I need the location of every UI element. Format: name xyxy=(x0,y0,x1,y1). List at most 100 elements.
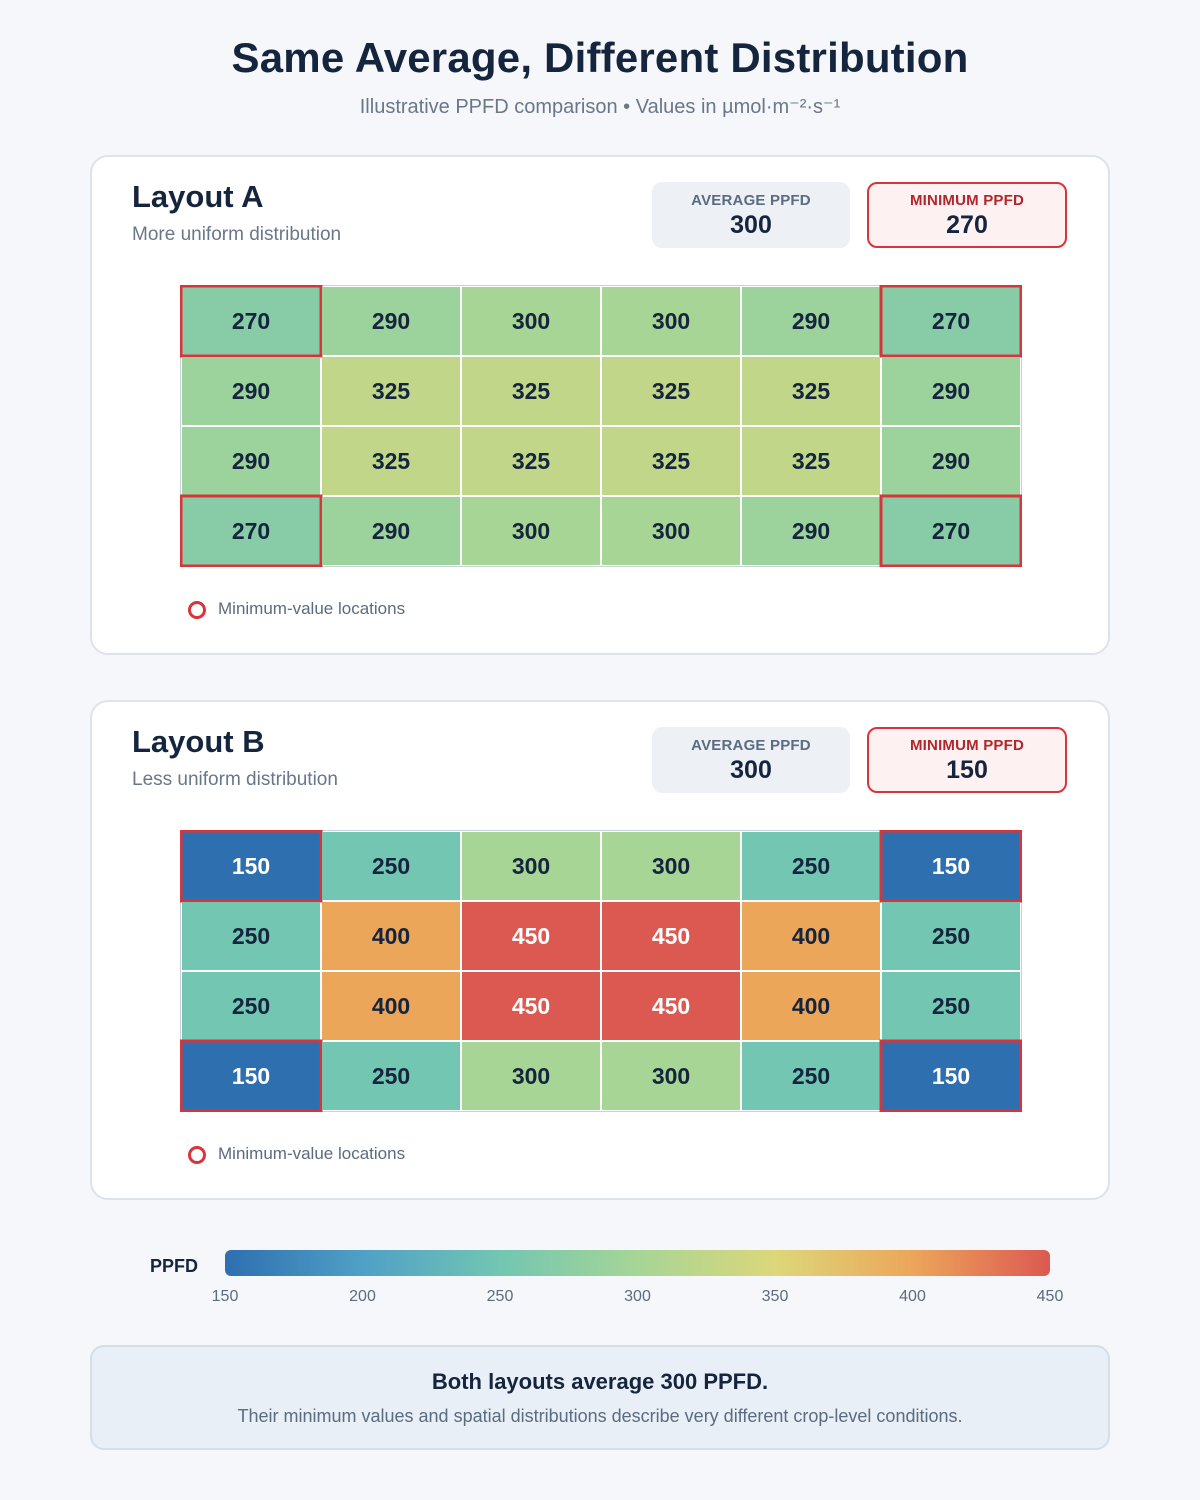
color-scale-tick: 400 xyxy=(899,1288,926,1305)
cell-value-label: 325 xyxy=(792,448,831,474)
page-subtitle: Illustrative PPFD comparison • Values in… xyxy=(359,96,841,118)
heatmap-cell xyxy=(462,287,600,355)
heatmap-cell xyxy=(882,972,1020,1040)
average-ppfd-value: 300 xyxy=(730,211,772,239)
heatmap-cell xyxy=(742,497,880,565)
cell-value-label: 325 xyxy=(792,378,831,404)
cell-value-label: 290 xyxy=(372,308,410,334)
minimum-cell-highlight xyxy=(180,1039,323,1112)
cell-value-label: 450 xyxy=(512,923,550,949)
cell-value-label: 400 xyxy=(792,923,830,949)
heatmap-cell xyxy=(322,497,460,565)
cell-value-label: 250 xyxy=(372,853,410,879)
minimum-cell-highlight xyxy=(180,494,323,567)
heatmap-cell xyxy=(322,1042,460,1110)
color-scale-tick: 200 xyxy=(349,1288,376,1305)
heatmap-cell xyxy=(182,497,320,565)
layout-b-minimum-stat: MINIMUM PPFD 150 xyxy=(867,727,1067,793)
cell-value-label: 300 xyxy=(652,518,690,544)
minimum-ppfd-label: MINIMUM PPFD xyxy=(909,737,1025,754)
heatmap-cell xyxy=(322,902,460,970)
heatmap-cell xyxy=(602,972,740,1040)
color-scale-bar xyxy=(225,1250,1050,1276)
heatmap-cell xyxy=(322,832,460,900)
color-scale-label: PPFD xyxy=(150,1256,199,1276)
cell-value-label: 290 xyxy=(232,448,270,474)
legend-label: Minimum-value locations xyxy=(218,1144,406,1163)
heatmap-cell xyxy=(602,832,740,900)
layout-a-average-stat: AVERAGE PPFD 300 xyxy=(652,182,850,248)
heatmap-cell xyxy=(882,497,1020,565)
layout-b-title: Layout B xyxy=(132,724,265,759)
average-ppfd-label: AVERAGE PPFD xyxy=(691,737,811,754)
minimum-cell-highlight xyxy=(879,285,1022,358)
minimum-cell-highlight xyxy=(180,830,323,903)
cell-value-label: 250 xyxy=(792,853,830,879)
cell-value-label: 325 xyxy=(512,448,551,474)
cell-value-label: 300 xyxy=(512,518,550,544)
cell-value-label: 150 xyxy=(932,1063,970,1089)
heatmap-cell xyxy=(182,902,320,970)
cell-value-label: 300 xyxy=(652,853,690,879)
heatmap-cell xyxy=(742,832,880,900)
cell-value-label: 400 xyxy=(372,993,410,1019)
heatmap-cell xyxy=(462,902,600,970)
cell-value-label: 325 xyxy=(512,378,551,404)
cell-value-label: 400 xyxy=(792,993,830,1019)
heatmap-cell xyxy=(602,357,740,425)
heatmap-cell xyxy=(462,427,600,495)
layout-b-card: Layout B Less uniform distribution AVERA… xyxy=(90,700,1110,1200)
cell-value-label: 290 xyxy=(792,308,830,334)
cell-value-label: 300 xyxy=(652,308,690,334)
heatmap-cell xyxy=(462,357,600,425)
cell-value-label: 150 xyxy=(232,1063,270,1089)
layout-b-subtitle: Less uniform distribution xyxy=(132,769,338,790)
layout-a-minimum-stat: MINIMUM PPFD 270 xyxy=(867,182,1067,248)
heatmap-cell xyxy=(182,287,320,355)
cell-value-label: 325 xyxy=(652,378,691,404)
cell-value-label: 250 xyxy=(932,993,970,1019)
color-scale-tick: 350 xyxy=(761,1288,789,1305)
heatmap-cell xyxy=(882,287,1020,355)
cell-value-label: 150 xyxy=(232,853,270,879)
average-ppfd-value: 300 xyxy=(730,756,772,784)
cell-value-label: 250 xyxy=(372,1063,410,1089)
layout-a-subtitle: More uniform distribution xyxy=(132,224,342,245)
legend-label: Minimum-value locations xyxy=(218,599,406,618)
cell-value-label: 450 xyxy=(652,993,690,1019)
summary-box: Both layouts average 300 PPFD. Their min… xyxy=(90,1345,1110,1450)
heatmap-cell xyxy=(322,427,460,495)
minimum-cell-highlight xyxy=(879,494,1022,567)
cell-value-label: 400 xyxy=(372,923,410,949)
heatmap-svg: 150 250 300 300 250 150 250 400 450 450 400 250 250 4… xyxy=(180,830,1022,1112)
layout-a-heatmap: 270 290 300 300 290 270 290 325 325 325 325 290 290 3… xyxy=(180,285,1022,567)
cell-value-label: 250 xyxy=(932,923,970,949)
heatmap-cell xyxy=(462,1042,600,1110)
heatmap-cell xyxy=(882,427,1020,495)
heatmap-svg: 270 290 300 300 290 270 290 325 325 325 325 290 290 3… xyxy=(180,285,1022,567)
heatmap-cell xyxy=(602,427,740,495)
heatmap-cell xyxy=(462,832,600,900)
layout-a-card: Layout A More uniform distribution AVERA… xyxy=(90,155,1110,655)
cell-value-label: 450 xyxy=(652,923,690,949)
layout-b-average-stat: AVERAGE PPFD 300 xyxy=(652,727,850,793)
cell-value-label: 150 xyxy=(932,853,970,879)
cell-value-label: 290 xyxy=(932,378,970,404)
heatmap-cell xyxy=(742,357,880,425)
cell-value-label: 270 xyxy=(232,518,270,544)
heatmap-cell xyxy=(182,1042,320,1110)
heatmap-cell xyxy=(602,497,740,565)
heatmap-cell xyxy=(882,357,1020,425)
cell-value-label: 270 xyxy=(932,308,970,334)
cell-value-label: 290 xyxy=(792,518,830,544)
heatmap-cell xyxy=(462,497,600,565)
color-scale-tick: 150 xyxy=(211,1288,239,1305)
heatmap-cell xyxy=(322,972,460,1040)
heatmap-cell xyxy=(322,357,460,425)
heatmap-cell xyxy=(742,1042,880,1110)
cell-value-label: 325 xyxy=(372,448,411,474)
cell-value-label: 270 xyxy=(232,308,270,334)
cell-value-label: 290 xyxy=(372,518,410,544)
minimum-ppfd-value: 150 xyxy=(946,756,988,784)
minimum-cell-highlight xyxy=(879,1039,1022,1112)
